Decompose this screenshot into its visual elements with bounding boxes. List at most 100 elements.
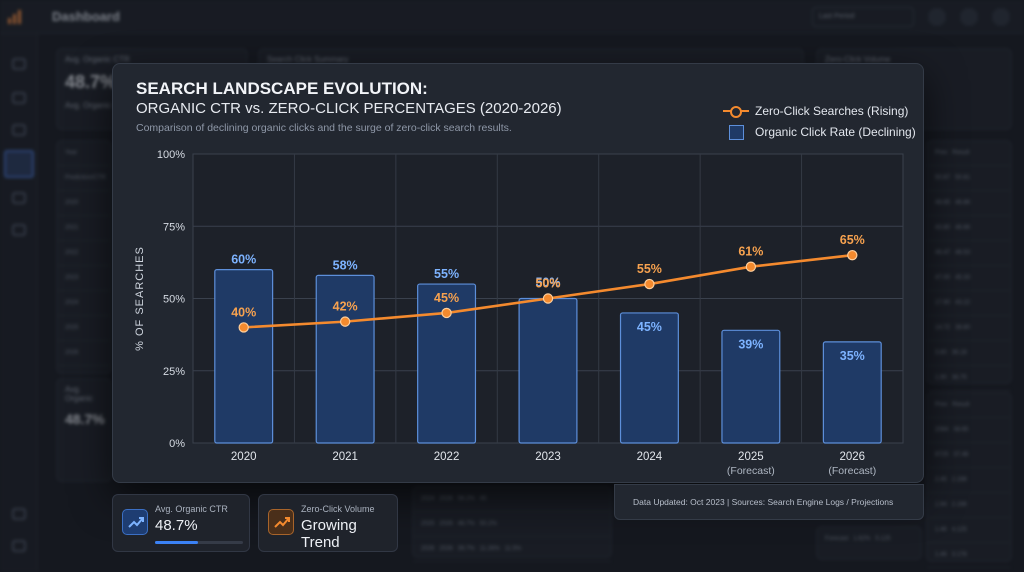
table-row: 2025 (57, 316, 111, 341)
kpi-volume-value: Growing Trend (301, 517, 357, 551)
x-tick-note: (Forecast) (727, 465, 775, 477)
bg-ctr-card-sub: Avg. Organic C (65, 101, 120, 110)
y-tick-label: 0% (169, 438, 185, 450)
sidebar (0, 34, 38, 572)
bg-zero-card-title: Zero-Click Volume (825, 55, 891, 64)
x-tick-label: 2023 (535, 451, 561, 463)
bg-table-header-2: Prediction/CTR (57, 166, 111, 191)
table-row: 2026 (57, 341, 111, 366)
x-tick-label: 2026 (839, 451, 865, 463)
table-row: Forecast 1.62% 5.125 (825, 536, 891, 542)
line-value-label: 42% (333, 300, 358, 314)
sidebar-analytics-icon[interactable] (4, 150, 34, 178)
line-value-label: 61% (738, 245, 763, 259)
x-tick-label: 2021 (332, 451, 358, 463)
line-value-label: 45% (434, 291, 459, 305)
x-tick-label: 2025 (738, 451, 764, 463)
point-zero-click (441, 307, 452, 319)
sidebar-help-icon[interactable] (12, 508, 26, 520)
period-filter-select[interactable]: Last Period (812, 7, 914, 27)
user-avatar[interactable] (992, 8, 1010, 26)
y-tick-label: 100% (157, 149, 185, 161)
sidebar-search-icon[interactable] (12, 192, 26, 204)
bar-organic-ctr (721, 329, 781, 444)
table-row: 14.72 38.80 (927, 316, 1011, 341)
kpi-card-ctr[interactable]: Avg. Organic CTR 48.7% (112, 494, 250, 552)
x-tick-label: 2022 (434, 451, 460, 463)
data-updated-note: Data Updated: Oct 2023 | Sources: Search… (614, 484, 924, 520)
point-zero-click (745, 261, 757, 272)
bar-value-label: 55% (434, 267, 459, 281)
legend-label-organic: Organic Click Rate (Declining) (755, 124, 916, 139)
chart-legend: Zero-Click Searches (Rising) Organic Cli… (723, 100, 916, 142)
table-row: 2026 2026 39.7% 11.26% 11.5% (413, 537, 611, 562)
table-row: 2023 (57, 266, 111, 291)
y-axis-label: % OF SEARCHES (134, 246, 146, 351)
top-bar: Dashboard Last Period (0, 0, 1024, 34)
table-row: 2021 (57, 216, 111, 241)
app-logo-icon (8, 8, 26, 24)
bar-organic-ctr (417, 283, 477, 444)
bar-value-label: 60% (231, 253, 256, 267)
kpi-ctr-progress (155, 541, 243, 544)
bar-organic-ctr (315, 274, 375, 444)
table-row: Prev Result (927, 393, 1011, 418)
x-tick-label: 2024 (637, 451, 663, 463)
point-zero-click (542, 293, 554, 304)
legend-label-zero-click: Zero-Click Searches (Rising) (755, 103, 909, 118)
point-zero-click (339, 316, 351, 327)
bg-ctr-card-title: Avg. Organic CTR (65, 55, 130, 64)
table-row: 1.94 2.198 (927, 493, 1011, 518)
bg-forecast-row: Forecast 1.62% 5.125 (816, 526, 922, 560)
table-row: 2024 2026 56.2% 45 (413, 487, 611, 512)
y-tick-label: 75% (163, 221, 185, 233)
bar-organic-ctr (214, 269, 274, 444)
kpi-ctr-progress-fill (155, 541, 198, 544)
chart-title: SEARCH LANDSCAPE EVOLUTION: (136, 79, 428, 98)
sidebar-logout-icon[interactable] (12, 540, 26, 552)
y-tick-label: 50% (163, 294, 185, 306)
settings-icon[interactable] (928, 8, 946, 26)
legend-item-organic[interactable]: Organic Click Rate (Declining) (723, 121, 916, 142)
bg-right-table-2: Prev Result 2084 38.65 8725 37.48 2.45 2… (926, 392, 1012, 568)
x-tick-note: (Forecast) (828, 465, 876, 477)
point-zero-click (238, 322, 249, 333)
sidebar-home-icon[interactable] (12, 58, 26, 70)
x-tick-label: 2020 (231, 451, 257, 463)
line-value-label: 50% (535, 277, 560, 291)
kpi-volume-label: Zero-Click Volume (301, 504, 375, 514)
bar-value-label: 50% (535, 276, 560, 290)
bar-organic-ctr (619, 312, 679, 444)
table-row: 43.80 46.66 (927, 216, 1011, 241)
chart-canvas: 0% 25% 50% 75% 100% % OF SEARCHES 2020 2021 2022… (134, 149, 904, 477)
bg-year-table: Year Prediction/CTR 2020 2021 2022 2023 … (56, 140, 112, 374)
table-row: 8725 37.48 (927, 443, 1011, 468)
kpi-ctr-label: Avg. Organic CTR (155, 504, 228, 514)
table-row: 2025 2026 48.7% 50.2% (413, 512, 611, 537)
app-title: Dashboard (52, 9, 120, 24)
bg-lower-card: Avg. Organic 48.7% (56, 378, 112, 482)
sidebar-trends-icon[interactable] (12, 92, 26, 104)
trend-up-icon (122, 509, 148, 535)
kpi-card-volume[interactable]: Zero-Click Volume Growing Trend (258, 494, 398, 552)
chart-description: Comparison of declining organic clicks a… (136, 122, 512, 134)
table-row: 2084 38.65 (927, 418, 1011, 443)
table-row: 46.47 46.53 (927, 241, 1011, 266)
legend-item-zero-click[interactable]: Zero-Click Searches (Rising) (723, 100, 916, 121)
notification-bell-icon[interactable] (960, 8, 978, 26)
bar-value-label: 35% (840, 349, 865, 363)
table-row: 17.90 43.22 (927, 291, 1011, 316)
bar-organic-ctr (518, 297, 578, 444)
bg-table-header: Year (57, 141, 111, 166)
line-value-label: 40% (231, 305, 256, 319)
bg-search-card-title: Search Click Summary (267, 55, 349, 64)
sidebar-settings-icon[interactable] (12, 224, 26, 236)
chart-panel: SEARCH LANDSCAPE EVOLUTION: ORGANIC CTR … (112, 63, 924, 483)
bg-right-table: Prev Result 50.67 50.81 48.65 46.86 43.8… (926, 140, 1012, 391)
table-row: 2022 (57, 241, 111, 266)
bar-value-label: 39% (738, 337, 763, 351)
sidebar-reports-icon[interactable] (12, 124, 26, 136)
table-row: 3.80 36.18 (927, 341, 1011, 366)
table-row: 1.90 36.75 (927, 366, 1011, 391)
line-value-label: 55% (637, 262, 662, 276)
